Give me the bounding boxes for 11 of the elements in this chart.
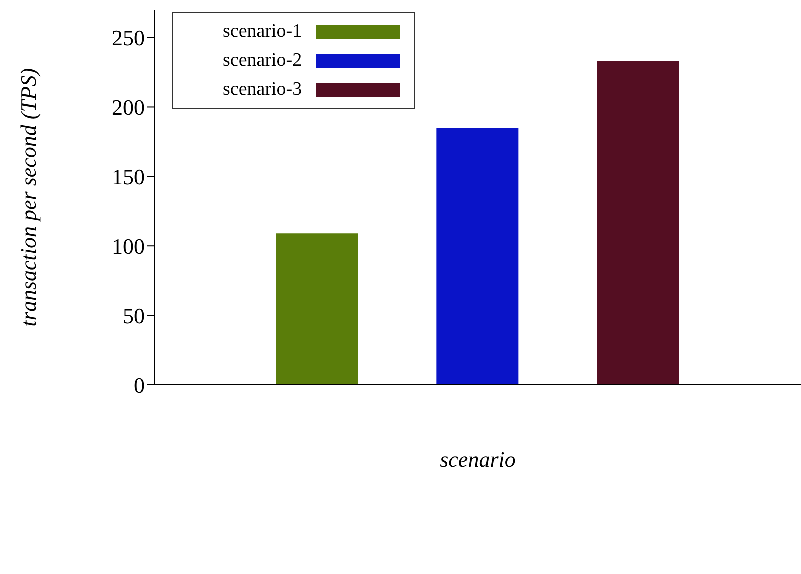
y-tick-label: 250	[112, 26, 145, 51]
y-tick-label: 200	[112, 95, 145, 120]
y-axis-title: transaction per second (TPS)	[16, 68, 41, 327]
legend-label: scenario-1	[223, 20, 302, 42]
y-tick-label: 100	[112, 234, 145, 259]
y-tick-label: 150	[112, 164, 145, 190]
y-tick-label: 0	[134, 372, 145, 398]
y-tick-label: 50	[123, 303, 145, 328]
legend-label: scenario-2	[223, 50, 302, 72]
legend-label: scenario-3	[223, 78, 302, 100]
x-axis-title: scenario	[440, 447, 516, 472]
